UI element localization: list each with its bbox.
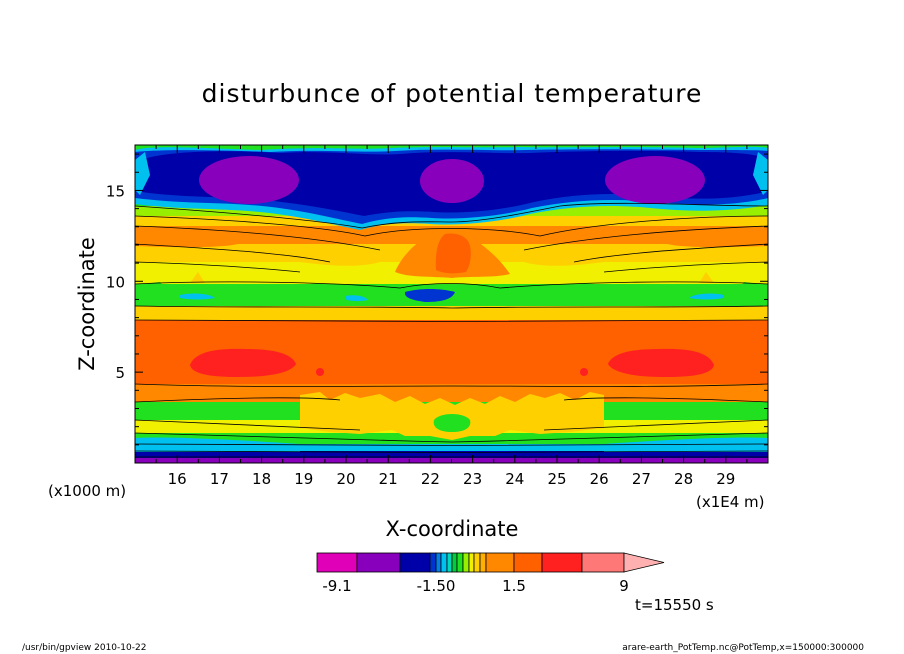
- contour-line: [135, 319, 768, 322]
- green-edge-left: [135, 282, 170, 306]
- y-tick-label: 5: [115, 364, 125, 382]
- contour-line: [135, 450, 768, 453]
- contour-line: [135, 443, 768, 446]
- x-ticks: 16 17 18 19 20 21 22 23 24 25 26 27 28 29: [155, 145, 748, 488]
- x-tick-label: 19: [294, 470, 313, 488]
- x-tick-label: 22: [421, 470, 440, 488]
- yellow-wedge-left: [190, 272, 205, 283]
- contour-line: [135, 419, 768, 431]
- contour-line: [135, 215, 768, 237]
- colorbar-cell: [462, 552, 470, 573]
- colorbar-cell: [316, 552, 358, 573]
- y-ticks: 5 10 15: [106, 153, 768, 446]
- colorbar-cell: [440, 552, 448, 573]
- colorbar-label: 1.5: [502, 577, 526, 595]
- colorbar-cell: [541, 552, 583, 573]
- upper-minimum-right: [605, 156, 705, 204]
- upper-yellow-left: [300, 247, 380, 266]
- y-scale-label: (x1000 m): [48, 482, 126, 500]
- colorbar-label: 9: [619, 577, 629, 595]
- y-axis-title: Z-coordinate: [75, 237, 99, 371]
- contour-line: [135, 225, 768, 251]
- band-mid-yellow: [135, 306, 768, 320]
- contour-line: [135, 397, 768, 403]
- green-edge-right: [734, 282, 768, 306]
- low-green-center: [433, 414, 471, 432]
- colorbar-cell: [581, 552, 625, 573]
- colorbar-cell: [446, 552, 453, 573]
- contour-line: [135, 432, 768, 443]
- x-tick-label: 18: [252, 470, 271, 488]
- x-tick-label: 25: [547, 470, 566, 488]
- contour-line: [135, 281, 768, 289]
- mid-maximum-right: [608, 348, 714, 377]
- upper-left-edge-cyan: [135, 152, 150, 195]
- colorbar-cell: [468, 552, 475, 573]
- upper-right-edge-cyan: [753, 152, 768, 195]
- upper-minimum-left: [199, 156, 299, 204]
- colorbar-cell: [513, 552, 543, 573]
- x-tick-label: 24: [505, 470, 524, 488]
- yellow-wedge-right: [699, 272, 714, 283]
- upper-orange-left: [135, 226, 245, 248]
- contour-line: [135, 383, 768, 387]
- low-green-right: [699, 404, 759, 417]
- colorbar-label: -9.1: [322, 577, 351, 595]
- x-tick-label: 23: [463, 470, 482, 488]
- time-label: t=15550 s: [635, 596, 714, 614]
- contour-line: [135, 202, 768, 229]
- colorbar-cell: [429, 552, 437, 573]
- contour-lines: [135, 202, 768, 458]
- x-tick-label: 16: [168, 470, 187, 488]
- green-patch-right: [521, 283, 629, 305]
- colorbar-cell: [479, 552, 487, 573]
- colorbar-cell: [451, 552, 458, 573]
- colorbar-cell: [485, 552, 515, 573]
- colorbar-cell: [473, 552, 481, 573]
- colorbar-label: -1.50: [417, 577, 456, 595]
- colorbar-cell: [456, 552, 464, 573]
- cyan-patch-center-left: [345, 295, 368, 302]
- band-bottom-cyan: [135, 444, 768, 451]
- x-tick-label: 28: [674, 470, 693, 488]
- x-tick-label: 26: [590, 470, 609, 488]
- upper-yellow-right: [524, 247, 604, 266]
- footer-left: /usr/bin/gpview 2010-10-22: [22, 643, 146, 653]
- x-tick-label: 29: [716, 470, 735, 488]
- colorbar-cell: [435, 552, 442, 573]
- colorbar-labels: -9.1 -1.50 1.5 9: [322, 577, 628, 595]
- colorbar-arrow: [623, 552, 665, 573]
- colorbar-cell: [356, 552, 401, 573]
- x-axis-title: X-coordinate: [386, 517, 519, 541]
- contour-line: [135, 305, 768, 309]
- upper-minimum-center: [420, 159, 484, 203]
- cyan-patch-left: [180, 293, 215, 300]
- contour-line: [135, 243, 768, 263]
- contour-line: [135, 261, 768, 273]
- upper-orange-right: [660, 226, 768, 248]
- chart-title: disturbunce of potential temperature: [202, 79, 703, 108]
- y-tick-label: 10: [106, 273, 125, 291]
- low-green-left: [145, 404, 205, 417]
- x-tick-label: 21: [379, 470, 398, 488]
- mid-spot-right: [580, 368, 588, 376]
- x-tick-label: 20: [336, 470, 355, 488]
- colorbar-cell: [399, 552, 431, 573]
- cyan-patch-right: [689, 293, 724, 300]
- upper-maximum-center: [435, 233, 471, 274]
- y-tick-label: 15: [106, 182, 125, 200]
- band-low-orange: [135, 384, 768, 402]
- footer-right: arare-earth_PotTemp.nc@PotTemp,x=150000:…: [622, 643, 864, 653]
- colorbar: [316, 552, 665, 573]
- mid-maximum-left: [190, 348, 296, 377]
- heatmap-field: [135, 145, 768, 463]
- x-tick-label: 17: [210, 470, 229, 488]
- mid-spot-left: [316, 368, 324, 376]
- blue-patch-center: [404, 289, 455, 302]
- x-scale-label: (x1E4 m): [696, 493, 765, 511]
- x-tick-label: 27: [632, 470, 651, 488]
